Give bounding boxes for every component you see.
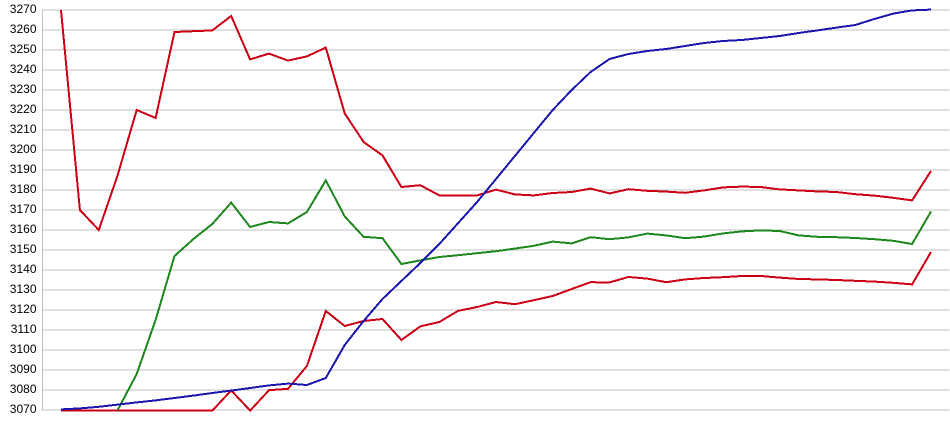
svg-text:3110: 3110 <box>11 322 37 336</box>
svg-text:3120: 3120 <box>10 302 37 316</box>
svg-text:3150: 3150 <box>10 242 37 256</box>
svg-text:3220: 3220 <box>10 102 37 116</box>
svg-text:3230: 3230 <box>10 82 37 96</box>
svg-text:3260: 3260 <box>10 22 37 36</box>
svg-text:3270: 3270 <box>10 2 37 16</box>
svg-text:3140: 3140 <box>10 262 37 276</box>
svg-text:3240: 3240 <box>10 62 37 76</box>
svg-text:3090: 3090 <box>10 362 37 376</box>
svg-text:3250: 3250 <box>10 42 37 56</box>
svg-text:3200: 3200 <box>10 142 37 156</box>
svg-text:3160: 3160 <box>10 222 37 236</box>
svg-text:3130: 3130 <box>10 282 37 296</box>
svg-text:3070: 3070 <box>10 402 37 416</box>
svg-text:3080: 3080 <box>10 382 37 396</box>
svg-text:3190: 3190 <box>10 162 37 176</box>
svg-text:3180: 3180 <box>10 182 37 196</box>
svg-text:3210: 3210 <box>10 122 37 136</box>
svg-text:3100: 3100 <box>10 342 37 356</box>
svg-text:3170: 3170 <box>10 202 37 216</box>
